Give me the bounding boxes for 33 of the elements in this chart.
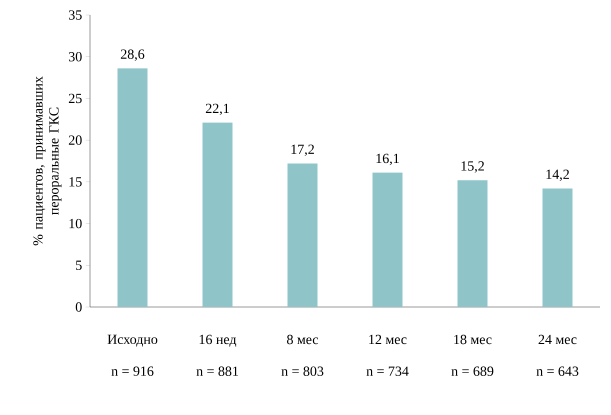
bar xyxy=(288,164,318,307)
data-label: 28,6 xyxy=(120,49,144,61)
bar xyxy=(202,122,232,307)
data-label: 22,1 xyxy=(206,104,229,116)
x-tick-label: 24 мес xyxy=(538,334,577,344)
bar xyxy=(118,68,148,307)
y-tick-label: 30 xyxy=(68,52,82,62)
x-tick-label: 8 мес xyxy=(287,334,318,344)
y-tick-label: 35 xyxy=(68,10,82,20)
text: n = 803 xyxy=(281,366,324,376)
bar xyxy=(458,180,488,307)
bar xyxy=(372,172,402,307)
y-tick-label: 5 xyxy=(76,260,82,270)
data-label: 14,2 xyxy=(546,170,569,182)
x-tick-label: 18 мес xyxy=(454,334,492,344)
data-label: 17,2 xyxy=(292,144,314,156)
text: n = 734 xyxy=(366,366,409,376)
data-label: 16,1 xyxy=(376,154,399,166)
text: n = 916 xyxy=(111,366,154,376)
bar xyxy=(542,188,573,307)
y-tick-label: 15 xyxy=(70,177,82,187)
data-label: 15,2 xyxy=(462,161,484,173)
x-tick-label: Исходно xyxy=(108,334,158,347)
text: n = 881 xyxy=(196,366,238,376)
text: n = 689 xyxy=(451,366,494,376)
x-tick-label: 16 нед xyxy=(200,334,236,347)
y-tick-label: 0 xyxy=(76,302,82,312)
x-tick-label: 12 мес xyxy=(369,334,407,344)
text: n = 643 xyxy=(536,366,578,376)
y-tick-label: 10 xyxy=(70,218,82,228)
y-tick-label: 25 xyxy=(68,94,82,104)
y-tick-label: 20 xyxy=(68,135,82,145)
y-axis-title: % пациентов, принимавших пероральные ГКС xyxy=(33,76,62,246)
